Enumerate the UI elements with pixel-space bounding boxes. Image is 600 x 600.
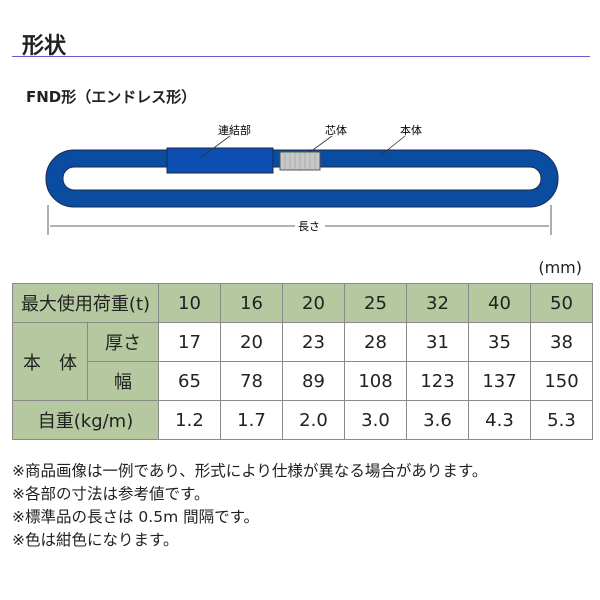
notes: ※商品画像は一例であり、形式により仕様が異なる場合があります。 ※各部の寸法は参… bbox=[12, 460, 487, 552]
thickness-header: 厚さ bbox=[87, 322, 159, 362]
cell: 89 bbox=[282, 361, 345, 401]
connector-sleeve bbox=[166, 147, 274, 174]
connector-label: 連結部 bbox=[218, 123, 251, 137]
cell: 40 bbox=[468, 283, 531, 323]
cell: 3.0 bbox=[344, 400, 407, 440]
spec-table: 最大使用荷重(t) 10 16 20 25 32 40 50 本 体 厚さ 17 20 23 28… bbox=[12, 283, 593, 440]
note: ※各部の寸法は参考値です。 bbox=[12, 485, 210, 503]
cell: 25 bbox=[344, 283, 407, 323]
note: ※標準品の長さは 0.5m 間隔です。 bbox=[12, 508, 260, 526]
cell: 32 bbox=[406, 283, 469, 323]
cell: 5.3 bbox=[530, 400, 593, 440]
cell: 108 bbox=[344, 361, 407, 401]
cell: 31 bbox=[406, 322, 469, 362]
cell: 23 bbox=[282, 322, 345, 362]
core-label: 芯体 bbox=[325, 123, 347, 137]
cell: 38 bbox=[530, 322, 593, 362]
cell: 137 bbox=[468, 361, 531, 401]
load-header: 最大使用荷重(t) bbox=[12, 283, 159, 323]
note: ※商品画像は一例であり、形式により仕様が異なる場合があります。 bbox=[12, 462, 488, 480]
body-label: 本体 bbox=[400, 123, 422, 137]
note: ※色は紺色になります。 bbox=[12, 531, 179, 549]
length-label: 長さ bbox=[298, 220, 320, 233]
cell: 1.2 bbox=[158, 400, 221, 440]
table-row: 幅 65 78 89 108 123 137 150 bbox=[13, 361, 593, 401]
sling-diagram: 連結部 芯体 本体 長さ bbox=[45, 123, 559, 235]
width-header: 幅 bbox=[87, 361, 159, 401]
cell: 3.6 bbox=[406, 400, 469, 440]
cell: 123 bbox=[406, 361, 469, 401]
cell: 35 bbox=[468, 322, 531, 362]
table-row: 自重(kg/m) 1.2 1.7 2.0 3.0 3.6 4.3 5.3 bbox=[12, 400, 593, 440]
cell: 2.0 bbox=[282, 400, 345, 440]
cell: 16 bbox=[220, 283, 283, 323]
cell: 1.7 bbox=[220, 400, 283, 440]
cell: 10 bbox=[158, 283, 221, 323]
cell: 17 bbox=[158, 322, 221, 362]
body-group-header: 本 体 bbox=[12, 322, 88, 401]
section-subtitle: FND形（エンドレス形） bbox=[26, 88, 197, 106]
table-row: 本 体 厚さ 17 20 23 28 31 35 38 bbox=[12, 322, 593, 401]
cell: 4.3 bbox=[468, 400, 531, 440]
cell: 78 bbox=[220, 361, 283, 401]
cell: 150 bbox=[530, 361, 593, 401]
cell: 50 bbox=[530, 283, 593, 323]
cell: 20 bbox=[220, 322, 283, 362]
unit-label: (mm) bbox=[538, 258, 582, 277]
table-row: 最大使用荷重(t) 10 16 20 25 32 40 50 bbox=[12, 283, 593, 323]
weight-header: 自重(kg/m) bbox=[12, 400, 159, 440]
title-divider bbox=[12, 56, 590, 57]
cell: 28 bbox=[344, 322, 407, 362]
page-title: 形状 bbox=[22, 34, 67, 59]
cell: 20 bbox=[282, 283, 345, 323]
cell: 65 bbox=[158, 361, 221, 401]
